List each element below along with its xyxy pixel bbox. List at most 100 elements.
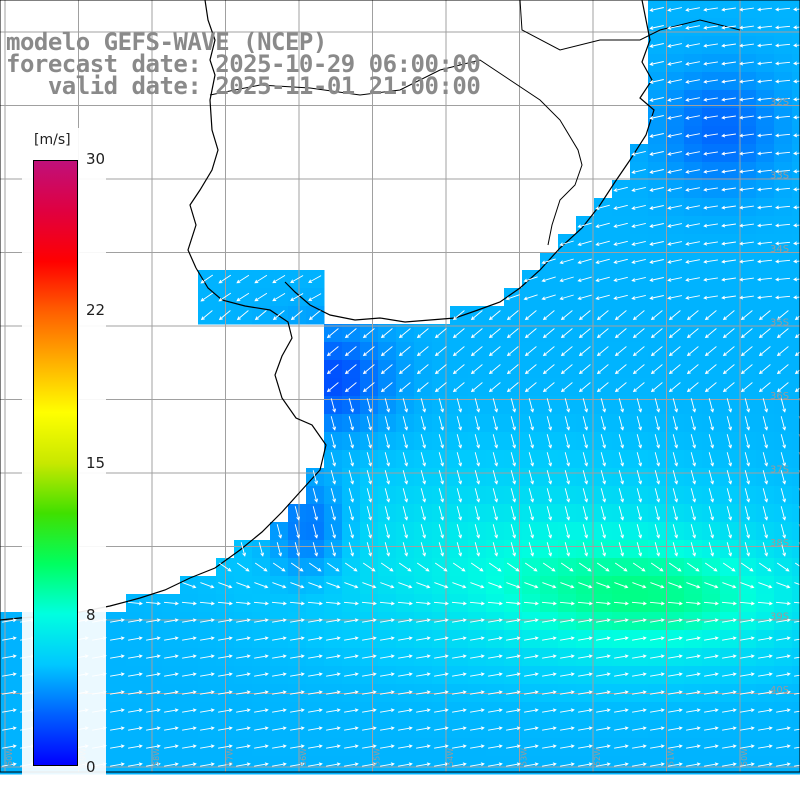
direction-arrow [474, 434, 481, 449]
direction-arrow [384, 506, 391, 521]
direction-arrow [326, 744, 341, 749]
direction-arrow [722, 690, 737, 695]
direction-arrow [649, 97, 664, 102]
direction-arrow [758, 310, 771, 321]
direction-arrow [776, 618, 791, 623]
direction-arrow [506, 562, 520, 572]
direction-arrow [452, 744, 467, 749]
direction-arrow [380, 364, 393, 375]
direction-arrow [632, 690, 647, 695]
direction-arrow [685, 25, 700, 30]
direction-arrow [344, 328, 357, 339]
direction-arrow [650, 562, 664, 572]
direction-arrow [362, 672, 377, 677]
direction-arrow [703, 79, 718, 84]
direction-arrow [794, 674, 800, 677]
direction-arrow [740, 690, 755, 695]
direction-arrow [780, 452, 787, 467]
direction-arrow [380, 708, 395, 713]
direction-arrow [380, 654, 395, 659]
direction-arrow [686, 744, 701, 749]
direction-arrow [326, 346, 339, 357]
direction-arrow [416, 346, 429, 357]
direction-arrow [542, 382, 555, 393]
direction-arrow [758, 762, 773, 767]
direction-arrow [775, 601, 791, 606]
direction-arrow [200, 726, 215, 731]
direction-arrow [775, 223, 791, 228]
direction-arrow [560, 762, 575, 767]
direction-arrow [344, 690, 359, 695]
direction-arrow [686, 310, 699, 321]
direction-arrow [506, 582, 521, 589]
direction-arrow [505, 601, 521, 606]
direction-arrow [758, 636, 773, 641]
direction-arrow [366, 398, 373, 413]
direction-arrow [366, 506, 373, 521]
direction-arrow [793, 151, 800, 156]
direction-arrow [362, 708, 377, 713]
direction-arrow [560, 726, 575, 731]
direction-arrow [596, 690, 611, 695]
direction-arrow [740, 346, 753, 357]
direction-arrow [780, 470, 787, 485]
direction-arrow [456, 542, 463, 557]
direction-arrow [775, 187, 791, 192]
direction-arrow [254, 762, 269, 767]
direction-arrow [542, 562, 556, 572]
direction-arrow [668, 310, 681, 321]
direction-arrow [631, 276, 646, 282]
direction-arrow [434, 762, 449, 767]
direction-arrow [794, 746, 800, 749]
direction-arrow [451, 601, 467, 606]
direction-arrow [416, 762, 431, 767]
direction-arrow [578, 346, 591, 357]
direction-arrow [416, 672, 431, 677]
direction-arrow [542, 582, 557, 589]
direction-arrow [470, 310, 483, 321]
direction-arrow [542, 636, 557, 641]
direction-arrow [397, 601, 413, 606]
direction-arrow [452, 672, 467, 677]
direction-arrow [128, 726, 143, 731]
direction-arrow [294, 524, 301, 539]
direction-arrow [668, 726, 683, 731]
direction-arrow [721, 79, 736, 84]
direction-arrow [420, 488, 427, 503]
colorbar-tick-label: 8 [86, 606, 96, 624]
direction-arrow [470, 328, 483, 339]
direction-arrow [703, 241, 718, 246]
direction-arrow [686, 582, 701, 589]
direction-arrow [650, 672, 665, 677]
direction-arrow [145, 601, 161, 606]
direction-arrow [398, 744, 413, 749]
uruguay-brazil-coastline [284, 0, 655, 323]
direction-arrow [541, 601, 557, 606]
direction-arrow [614, 726, 629, 731]
direction-arrow [758, 726, 773, 731]
direction-arrow [510, 524, 517, 539]
direction-arrow [722, 708, 737, 713]
direction-arrow [546, 398, 553, 413]
direction-arrow [690, 488, 697, 503]
direction-arrow [146, 744, 161, 749]
direction-arrow [200, 672, 215, 677]
direction-arrow [236, 274, 250, 284]
direction-arrow [776, 562, 790, 572]
direction-arrow [546, 542, 553, 557]
direction-arrow [596, 310, 609, 321]
direction-arrow [578, 672, 593, 677]
direction-arrow [289, 601, 305, 606]
direction-arrow [614, 364, 627, 375]
direction-arrow [686, 708, 701, 713]
direction-arrow [794, 764, 800, 767]
direction-arrow [668, 744, 683, 749]
direction-arrow [632, 346, 645, 357]
direction-arrow [434, 582, 449, 589]
speed-cell [792, 558, 800, 577]
direction-arrow [420, 542, 427, 557]
direction-arrow [776, 382, 789, 393]
direction-arrow [596, 672, 611, 677]
direction-arrow [649, 277, 664, 282]
direction-arrow [420, 470, 427, 485]
